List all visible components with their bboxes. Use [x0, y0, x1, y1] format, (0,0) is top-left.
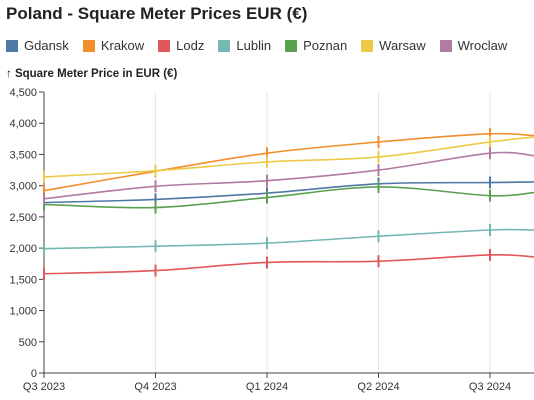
- y-tick-label: 4,000: [9, 118, 37, 130]
- chart-title: Poland - Square Meter Prices EUR (€): [6, 4, 308, 23]
- series-line-gdansk: [43, 181, 534, 204]
- legend-item[interactable]: Lodz: [158, 38, 204, 53]
- legend-label: Lublin: [236, 38, 272, 53]
- legend-swatch: [361, 39, 374, 52]
- y-tick-label: 3,500: [9, 149, 37, 161]
- legend-label: Krakow: [100, 38, 145, 53]
- y-tick-label: 2,000: [9, 243, 37, 255]
- legend-item[interactable]: Lublin: [218, 38, 271, 53]
- legend-item[interactable]: Warsaw: [361, 38, 426, 53]
- legend-swatch: [218, 39, 231, 52]
- legend-swatch: [285, 39, 298, 52]
- legend-item[interactable]: Poznan: [285, 38, 347, 53]
- x-tick-label: Q1 2024: [246, 381, 288, 393]
- legend-item[interactable]: Gdansk: [6, 38, 69, 53]
- legend-item[interactable]: Krakow: [82, 38, 145, 53]
- legend-label: Wroclaw: [457, 38, 508, 53]
- legend-label: Lodz: [176, 38, 205, 53]
- y-tick-label: 1,000: [9, 306, 37, 318]
- x-tick-label: Q3 2023: [23, 381, 65, 393]
- y-tick-label: 2,500: [9, 212, 37, 224]
- x-tick-label: Q2 2024: [357, 381, 399, 393]
- legend-swatch: [439, 39, 452, 52]
- x-tick-label: Q4 2023: [134, 381, 176, 393]
- legend-label: Warsaw: [379, 38, 426, 53]
- legend-swatch: [6, 39, 18, 52]
- legend-swatch: [158, 39, 171, 52]
- series-line-lublin: [43, 228, 534, 250]
- legend-label: Poznan: [303, 38, 348, 53]
- y-tick-label: 4,500: [9, 87, 37, 99]
- legend-label: Gdansk: [24, 38, 69, 53]
- y-tick-label: 3,000: [9, 181, 37, 193]
- y-axis-label: ↑ Square Meter Price in EUR (€): [6, 68, 178, 80]
- y-tick-label: 500: [19, 337, 37, 349]
- x-tick-label: Q3 2024: [469, 381, 511, 393]
- series-line-lodz: [43, 254, 534, 275]
- y-tick-label: 1,500: [9, 274, 37, 286]
- y-tick-label: 0: [31, 368, 37, 380]
- legend-swatch: [82, 39, 95, 52]
- legend: Gdansk Krakow Lodz Lublin Poznan Warsaw …: [6, 38, 521, 53]
- legend-item[interactable]: Wroclaw: [439, 38, 508, 53]
